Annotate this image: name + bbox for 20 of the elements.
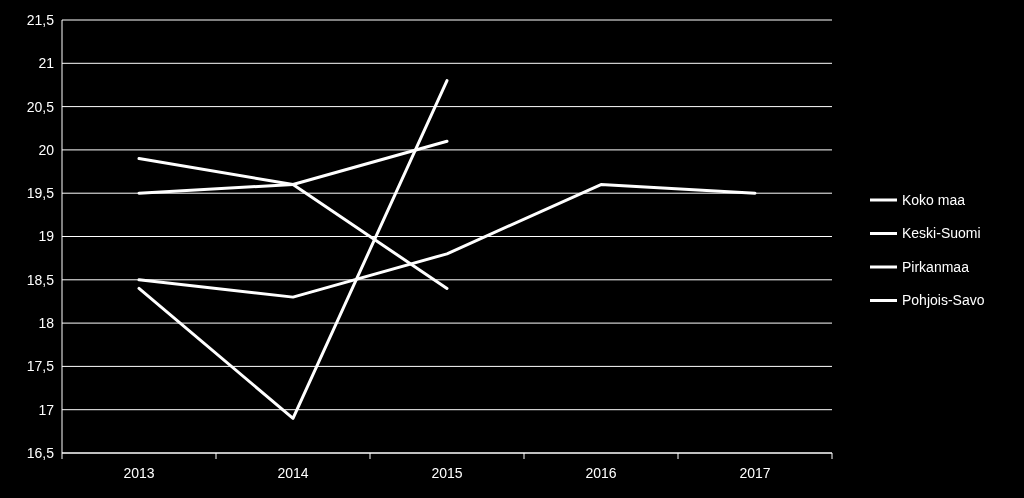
y-tick-label: 17 (38, 401, 55, 418)
legend-label: Pohjois-Savo (902, 292, 985, 309)
x-tick-label: 2013 (123, 465, 155, 481)
y-tick-label: 20,5 (26, 98, 55, 115)
y-tick-label: 18 (38, 315, 55, 331)
y-tick-label: 21,5 (26, 11, 55, 28)
y-tick-label: 19 (38, 228, 55, 245)
y-tick-label: 20 (38, 141, 55, 158)
legend-label: Koko maa (902, 191, 966, 208)
x-tick-label: 2014 (277, 465, 309, 481)
x-tick-label: 2015 (431, 465, 463, 481)
y-tick-label: 16,5 (26, 444, 55, 461)
y-tick-label: 18,5 (26, 271, 55, 288)
legend-label: Pirkanmaa (902, 258, 970, 275)
y-tick-label: 21 (38, 55, 55, 72)
x-tick-label: 2016 (585, 465, 617, 481)
y-tick-label: 17,5 (26, 358, 55, 375)
legend-label: Keski-Suomi (902, 225, 981, 242)
y-tick-label: 19,5 (26, 185, 55, 202)
x-tick-label: 2017 (739, 465, 771, 481)
